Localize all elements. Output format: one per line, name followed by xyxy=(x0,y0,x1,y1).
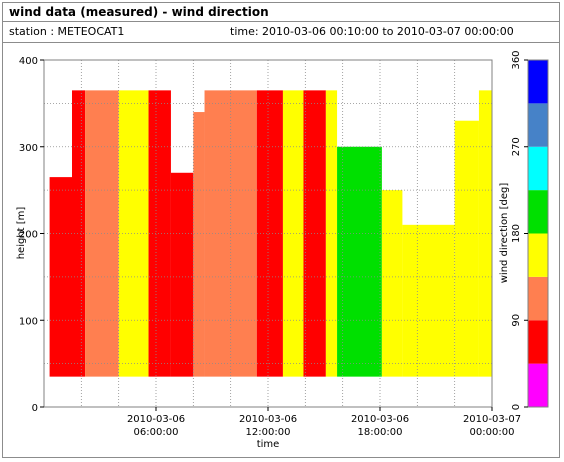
x-tick-label-time: 06:00:00 xyxy=(134,427,179,438)
colorbar-bin xyxy=(528,103,548,147)
colorbar-tick-label: 90 xyxy=(511,314,522,327)
y-tick-label: 0 xyxy=(32,403,38,414)
colorbar-tick-label: 270 xyxy=(511,137,522,156)
title-bar: wind data (measured) - wind direction xyxy=(2,2,560,22)
heatmap-segments xyxy=(49,90,492,377)
colorbar-bin xyxy=(528,233,548,277)
colorbar-bin xyxy=(528,276,548,321)
x-tick-label-date: 2010-03-06 xyxy=(351,414,409,425)
heatmap-segment xyxy=(381,190,403,377)
y-ticks: 0 100 200 300 400 xyxy=(19,56,44,414)
colorbar-bin xyxy=(528,363,548,407)
x-tick-label-time: 00:00:00 xyxy=(470,427,515,438)
colorbar-bin xyxy=(528,190,548,234)
heatmap-segment xyxy=(193,112,205,377)
heatmap-segment xyxy=(72,90,86,377)
y-tick-label: 300 xyxy=(19,143,38,154)
colorbar-tick-label: 0 xyxy=(511,404,522,410)
y-tick-label: 100 xyxy=(19,316,38,327)
time-range-label: time: 2010-03-06 00:10:00 to 2010-03-07 … xyxy=(230,25,514,38)
heatmap-segment xyxy=(148,90,171,377)
colorbar-tick-label: 180 xyxy=(511,224,522,243)
y-tick-label: 200 xyxy=(19,230,38,241)
x-tick-label-date: 2010-03-06 xyxy=(239,414,297,425)
x-tick-label-time: 18:00:00 xyxy=(358,427,403,438)
heatmap-segment xyxy=(337,146,382,377)
colorbar xyxy=(528,60,548,407)
y-tick-label: 400 xyxy=(19,56,38,67)
grid-lines xyxy=(44,60,492,407)
x-tick-label-time: 12:00:00 xyxy=(246,427,291,438)
heatmap-segment xyxy=(325,90,338,377)
info-bar: station : METEOCAT1 time: 2010-03-06 00:… xyxy=(2,22,560,43)
x-ticks: 2010-03-06 06:00:00 2010-03-06 12:00:00 2010… xyxy=(127,407,521,438)
colorbar-bin xyxy=(528,60,548,104)
heatmap-segment xyxy=(170,172,194,377)
heatmap-segment xyxy=(49,177,72,377)
heatmap-segment xyxy=(454,120,479,377)
x-axis-label: time xyxy=(257,439,280,450)
station-label: station : METEOCAT1 xyxy=(9,25,125,38)
x-tick-label-date: 2010-03-06 xyxy=(127,414,185,425)
x-tick-label-date: 2010-03-07 xyxy=(463,414,521,425)
colorbar-ticks: 0 90 180 270 360 xyxy=(511,50,528,410)
colorbar-bin xyxy=(528,146,548,191)
heatmap-segment xyxy=(118,90,149,377)
y-axis-label: height [m] xyxy=(16,207,27,260)
heatmap-segment xyxy=(402,224,455,377)
colorbar-tick-label: 360 xyxy=(511,50,522,69)
chart-title: wind data (measured) - wind direction xyxy=(9,5,269,19)
colorbar-label: wind direction [deg] xyxy=(499,183,510,284)
colorbar-bin xyxy=(528,320,548,364)
